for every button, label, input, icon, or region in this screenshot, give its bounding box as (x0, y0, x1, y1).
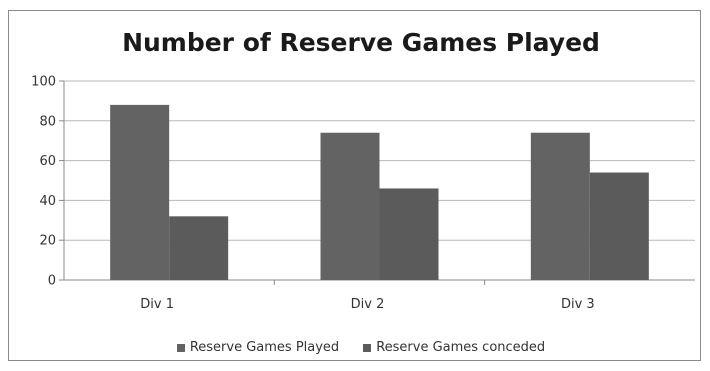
legend-label-conceded: Reserve Games conceded (376, 340, 546, 355)
x-tick-label: Div 2 (351, 297, 385, 312)
legend-swatch-conceded (363, 343, 372, 352)
bar-played (530, 132, 590, 280)
x-tick-label: Div 3 (561, 297, 595, 312)
y-tick-label: 100 (31, 75, 56, 90)
legend-label-played: Reserve Games Played (189, 340, 340, 355)
bar-conceded (589, 172, 649, 280)
y-tick-label: 60 (39, 154, 56, 169)
y-tick-label: 40 (39, 194, 56, 209)
x-tick-label: Div 1 (140, 297, 174, 312)
legend-item-conceded: Reserve Games conceded (363, 340, 545, 355)
y-tick-label: 20 (39, 234, 56, 249)
bar-played (320, 132, 380, 280)
legend-item-played: Reserve Games Played (176, 340, 340, 355)
bar-conceded (169, 216, 229, 280)
chart-legend: Reserve Games Played Reserve Games conce… (0, 340, 710, 355)
y-tick-label: 0 (48, 274, 56, 289)
bar-played (110, 104, 170, 280)
y-tick-label: 80 (39, 114, 56, 129)
legend-swatch-played (176, 343, 185, 352)
bar-conceded (379, 188, 439, 280)
chart-title: Number of Reserve Games Played (122, 28, 600, 57)
